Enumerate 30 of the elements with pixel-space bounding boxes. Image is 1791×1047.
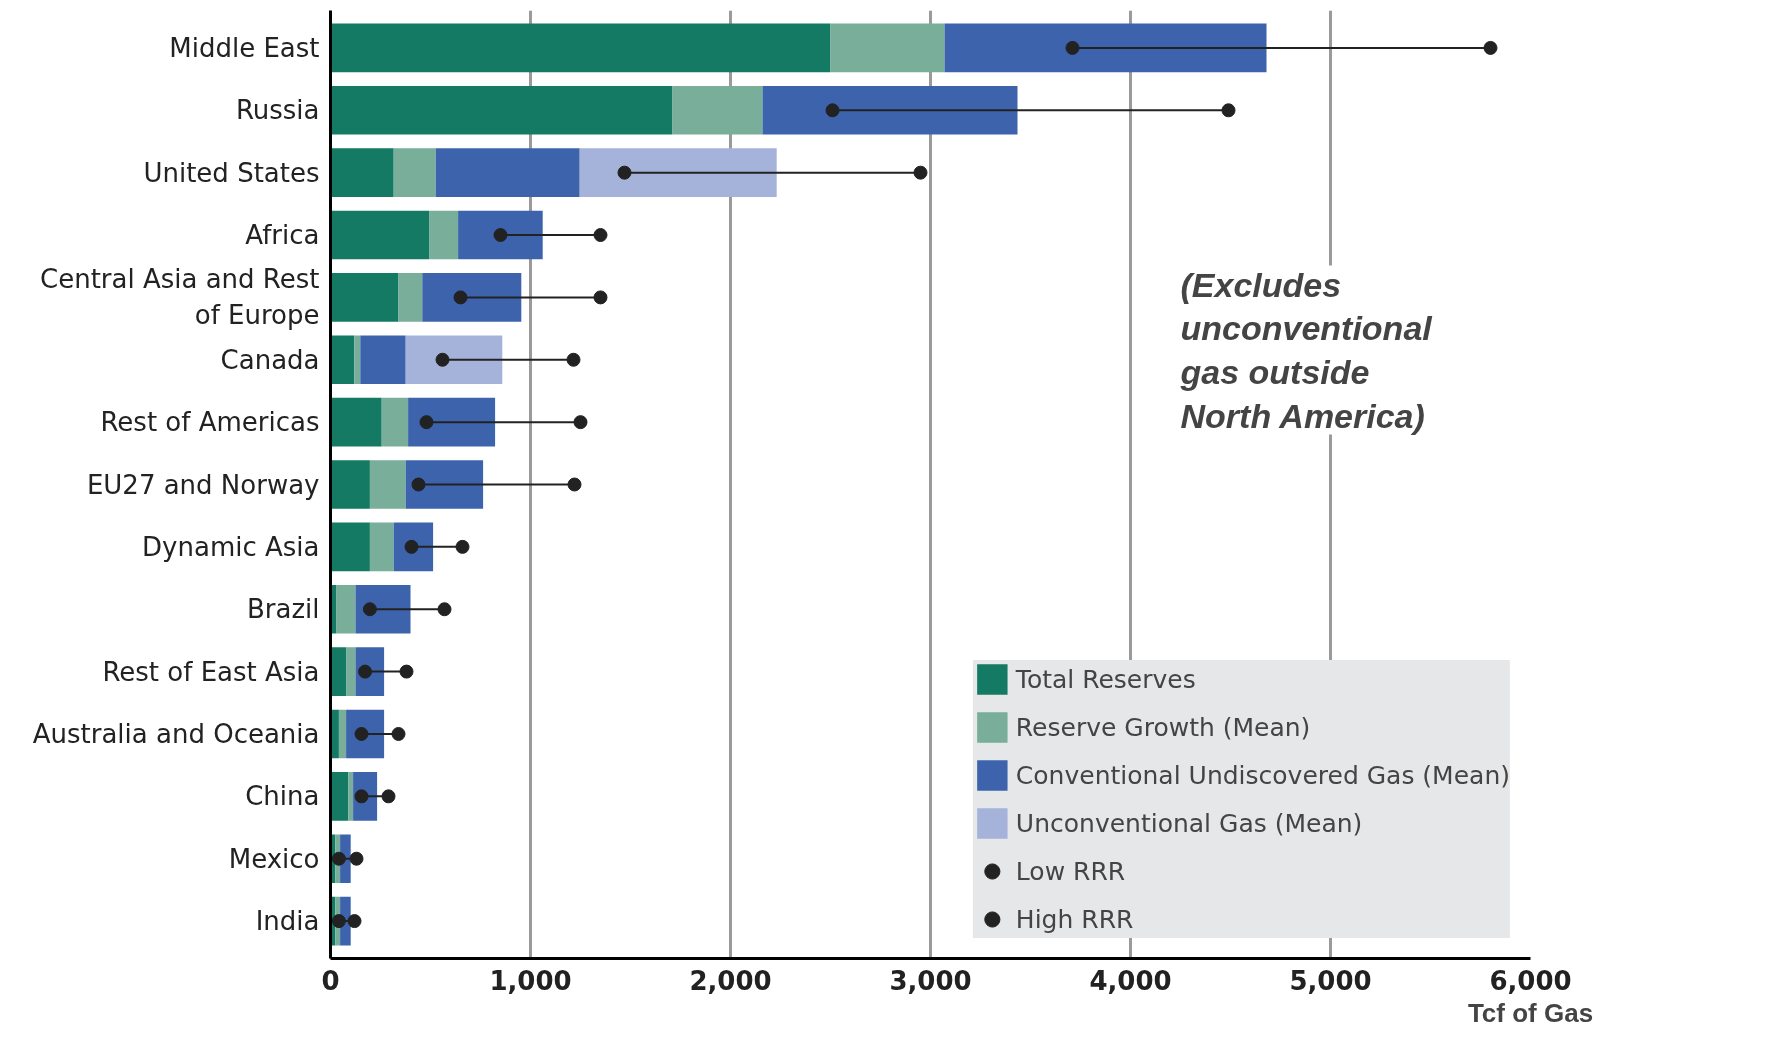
legend-label: Reserve Growth (Mean) — [1015, 712, 1311, 742]
y-tick-label: Rest of Americas — [100, 407, 320, 438]
x-tick-label: 5,000 — [1289, 965, 1372, 996]
x-tick-label: 2,000 — [689, 965, 772, 996]
y-tick-label: Central Asia and Rest of Europe — [40, 264, 320, 331]
y-tick-label: India — [255, 906, 320, 937]
y-tick-label: United States — [143, 157, 320, 188]
x-tick-label: 6,000 — [1489, 965, 1572, 996]
legend-label: High RRR — [1015, 904, 1134, 934]
y-tick-label: Dynamic Asia — [142, 531, 320, 562]
y-tick-label: Australia and Oceania — [32, 718, 320, 749]
x-axis-title: Tcf of Gas — [1467, 997, 1594, 1028]
legend-label: Unconventional Gas (Mean) — [1015, 808, 1363, 838]
y-tick-label: Africa — [245, 220, 320, 251]
y-tick-label: China — [245, 781, 320, 812]
legend-label: Low RRR — [1015, 856, 1126, 886]
y-tick-label: Canada — [220, 344, 320, 375]
y-tick-label: Russia — [235, 95, 320, 126]
x-tick-label: 1,000 — [489, 965, 572, 996]
y-tick-label: Mexico — [228, 843, 320, 874]
y-tick-label: Middle East — [169, 32, 320, 63]
x-tick-label: 0 — [321, 965, 340, 996]
legend-label: Total Reserves — [1015, 664, 1196, 694]
annotation: (Excludes unconventional gas outside North America) — [1179, 265, 1434, 435]
legend-label: Conventional Undiscovered Gas (Mean) — [1015, 760, 1510, 790]
y-tick-label: Rest of East Asia — [102, 656, 320, 687]
x-tick-label: 3,000 — [889, 965, 972, 996]
y-tick-label: Brazil — [246, 594, 320, 625]
y-tick-label: EU27 and Norway — [86, 469, 320, 500]
x-tick-label: 4,000 — [1089, 965, 1172, 996]
